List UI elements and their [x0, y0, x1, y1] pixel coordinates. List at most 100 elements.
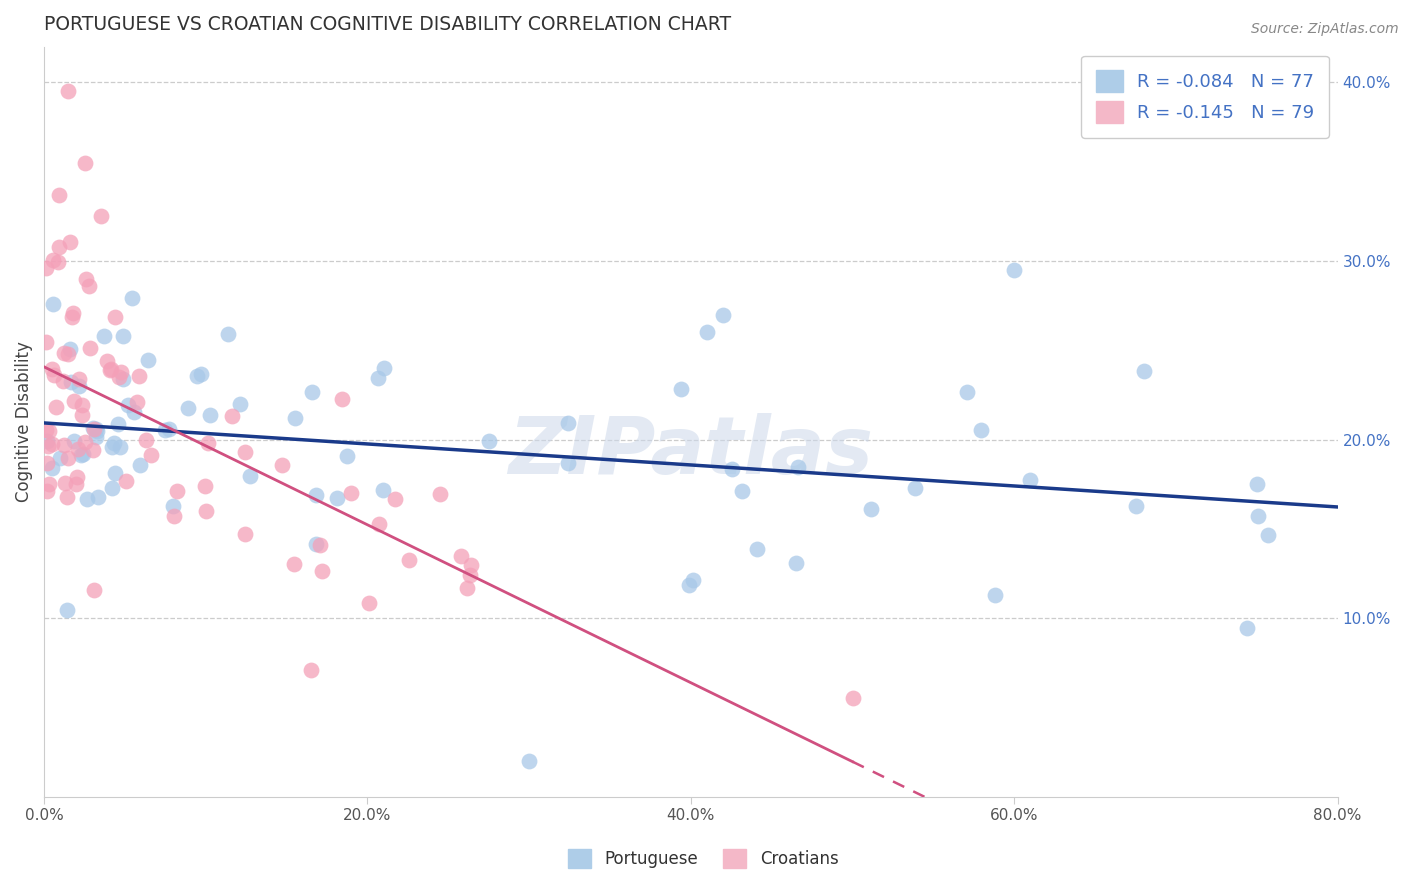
Point	[122, 404, 145, 418]
Point	[83, 422, 105, 436]
Point	[1018, 473, 1040, 487]
Point	[177, 401, 200, 416]
Point	[384, 491, 406, 506]
Point	[53, 438, 76, 452]
Point	[1257, 528, 1279, 542]
Point	[110, 441, 132, 455]
Point	[35, 423, 58, 437]
Y-axis label: Cognitive Disability: Cognitive Disability	[15, 342, 32, 502]
Point	[194, 503, 217, 517]
Point	[107, 370, 129, 384]
Point	[49, 450, 72, 465]
Point	[52, 374, 75, 388]
Point	[90, 210, 112, 224]
Point	[86, 424, 108, 438]
Text: Source: ZipAtlas.com: Source: ZipAtlas.com	[1251, 22, 1399, 37]
Point	[786, 460, 808, 475]
Point	[35, 260, 58, 275]
Point	[367, 371, 389, 385]
Point	[70, 408, 93, 422]
Point	[48, 240, 70, 254]
Point	[304, 537, 326, 551]
Point	[970, 423, 993, 437]
Point	[984, 588, 1007, 602]
Point	[66, 442, 89, 456]
Point	[221, 409, 243, 424]
Point	[56, 347, 79, 361]
Point	[233, 445, 256, 459]
Point	[190, 368, 212, 382]
Point	[59, 235, 82, 249]
Point	[460, 558, 482, 573]
Point	[308, 538, 330, 552]
Point	[104, 466, 127, 480]
Point	[82, 442, 104, 457]
Point	[79, 341, 101, 355]
Point	[56, 490, 79, 504]
Text: PORTUGUESE VS CROATIAN COGNITIVE DISABILITY CORRELATION CHART: PORTUGUESE VS CROATIAN COGNITIVE DISABIL…	[44, 15, 731, 34]
Point	[63, 394, 86, 409]
Point	[42, 368, 65, 382]
Point	[197, 435, 219, 450]
Point	[228, 397, 250, 411]
Point	[110, 365, 132, 379]
Point	[155, 423, 177, 437]
Point	[75, 272, 97, 286]
Point	[478, 434, 501, 449]
Point	[35, 334, 58, 349]
Point	[1246, 477, 1268, 491]
Point	[86, 422, 108, 436]
Point	[301, 384, 323, 399]
Point	[98, 362, 121, 376]
Point	[194, 479, 217, 493]
Point	[62, 434, 84, 449]
Point	[721, 462, 744, 476]
Point	[72, 398, 94, 412]
Point	[186, 368, 208, 383]
Point	[785, 557, 807, 571]
Point	[56, 451, 79, 466]
Point	[157, 422, 180, 436]
Point	[239, 468, 262, 483]
Point	[669, 382, 692, 396]
Point	[136, 353, 159, 368]
Point	[111, 372, 134, 386]
Point	[59, 342, 82, 356]
Point	[841, 691, 863, 706]
Point	[83, 583, 105, 598]
Point	[162, 500, 184, 514]
Point	[93, 329, 115, 343]
Point	[73, 434, 96, 449]
Point	[517, 754, 540, 768]
Point	[859, 502, 882, 516]
Point	[217, 326, 239, 341]
Point	[46, 255, 69, 269]
Point	[139, 448, 162, 462]
Point	[67, 372, 90, 386]
Legend: Portuguese, Croatians: Portuguese, Croatians	[561, 842, 845, 875]
Legend: R = -0.084   N = 77, R = -0.145   N = 79: R = -0.084 N = 77, R = -0.145 N = 79	[1081, 55, 1329, 137]
Text: ZIPatlas: ZIPatlas	[509, 413, 873, 491]
Point	[373, 360, 395, 375]
Point	[115, 474, 138, 488]
Point	[58, 84, 80, 98]
Point	[460, 568, 482, 582]
Point	[368, 517, 391, 532]
Point	[101, 441, 124, 455]
Point	[956, 384, 979, 399]
Point	[450, 549, 472, 563]
Point	[198, 408, 221, 422]
Point	[1002, 263, 1025, 277]
Point	[330, 392, 353, 406]
Point	[41, 361, 63, 376]
Point	[1125, 499, 1147, 513]
Point	[357, 596, 380, 610]
Point	[373, 483, 395, 497]
Point	[107, 417, 129, 432]
Point	[121, 291, 143, 305]
Point	[69, 448, 91, 462]
Point	[69, 379, 91, 393]
Point	[45, 400, 67, 414]
Point	[111, 329, 134, 343]
Point	[456, 581, 478, 595]
